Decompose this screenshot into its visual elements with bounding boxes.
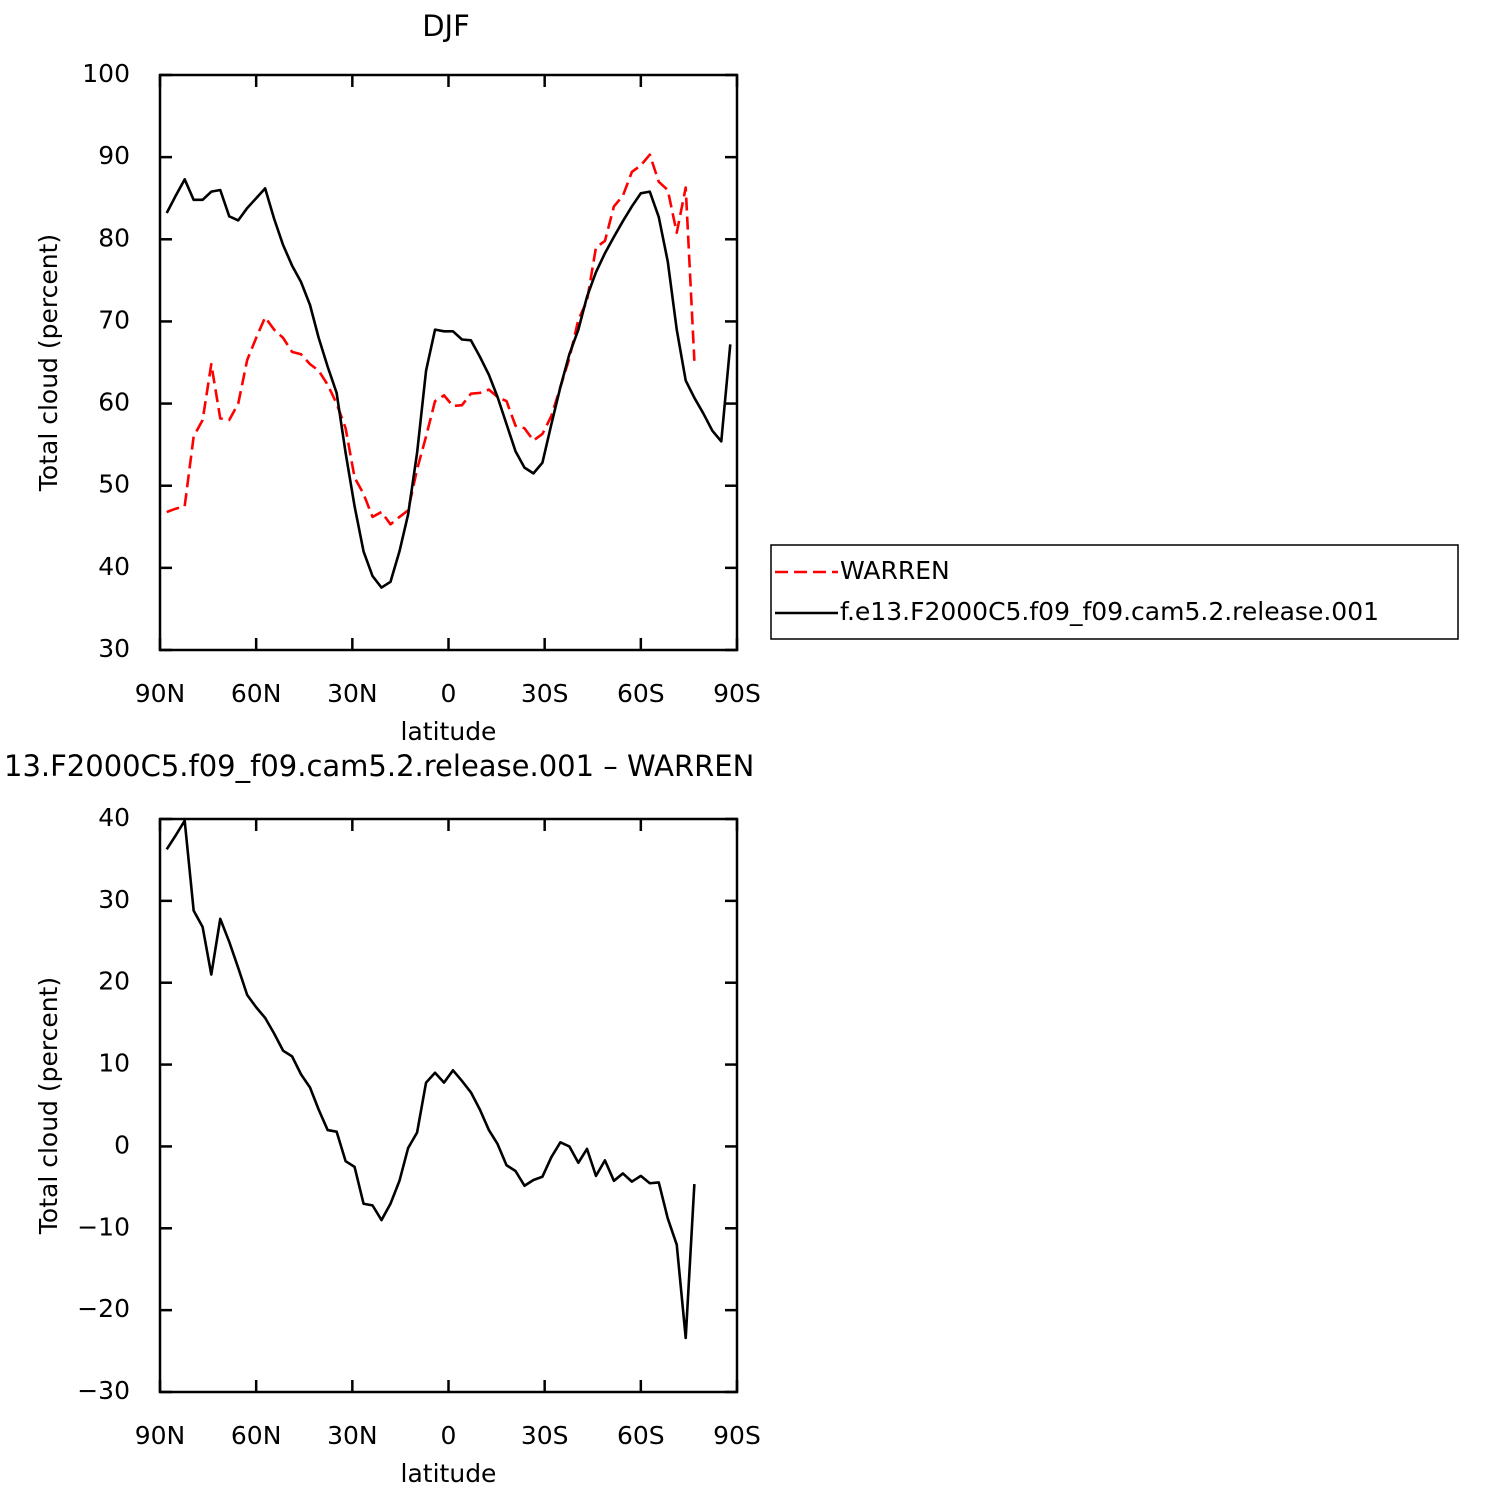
legend-label: WARREN xyxy=(840,556,950,585)
y-tick-label: 40 xyxy=(98,552,130,581)
x-tick-label: 0 xyxy=(441,679,457,708)
y-tick-label: −30 xyxy=(77,1376,130,1405)
x-tick-label: 60S xyxy=(617,679,665,708)
y-tick-label: 30 xyxy=(98,885,130,914)
x-tick-label: 30N xyxy=(327,1421,378,1450)
x-tick-label: 0 xyxy=(441,1421,457,1450)
y-axis-label: Total cloud (percent) xyxy=(34,234,63,492)
series-line xyxy=(165,819,696,1340)
x-axis-label: latitude xyxy=(401,1459,497,1488)
y-tick-label: −20 xyxy=(77,1294,130,1323)
y-tick-label: 50 xyxy=(98,470,130,499)
y-tick-label: 70 xyxy=(98,305,130,334)
y-tick-label: 40 xyxy=(98,803,130,832)
chart-title: DJF xyxy=(422,9,470,43)
y-tick-label: 80 xyxy=(98,223,130,252)
y-tick-label: 30 xyxy=(98,634,130,663)
x-tick-label: 30S xyxy=(521,679,569,708)
y-tick-label: 90 xyxy=(98,141,130,170)
x-tick-label: 90S xyxy=(713,679,761,708)
x-tick-label: 90N xyxy=(135,679,186,708)
x-tick-label: 60S xyxy=(617,1421,665,1450)
x-tick-label: 90S xyxy=(713,1421,761,1450)
legend-box xyxy=(770,544,1459,640)
x-tick-label: 90N xyxy=(135,1421,186,1450)
y-tick-label: 10 xyxy=(98,1049,130,1078)
x-tick-label: 60N xyxy=(231,679,282,708)
y-tick-label: −10 xyxy=(77,1212,130,1241)
y-tick-label: 20 xyxy=(98,967,130,996)
plot-frame xyxy=(158,817,739,1394)
series-line xyxy=(166,153,696,526)
chart-title: 13.F2000C5.f09_f09.cam5.2.release.001 – … xyxy=(4,749,754,783)
x-tick-label: 60N xyxy=(231,1421,282,1450)
y-axis-label: Total cloud (percent) xyxy=(34,977,63,1235)
y-tick-label: 0 xyxy=(114,1130,130,1159)
x-tick-label: 30S xyxy=(521,1421,569,1450)
y-tick-label: 100 xyxy=(82,59,130,88)
legend-label: f.e13.F2000C5.f09_f09.cam5.2.release.001 xyxy=(840,597,1379,626)
series-line xyxy=(165,178,732,589)
x-tick-label: 30N xyxy=(327,679,378,708)
y-tick-label: 60 xyxy=(98,388,130,417)
x-axis-label: latitude xyxy=(401,717,497,746)
